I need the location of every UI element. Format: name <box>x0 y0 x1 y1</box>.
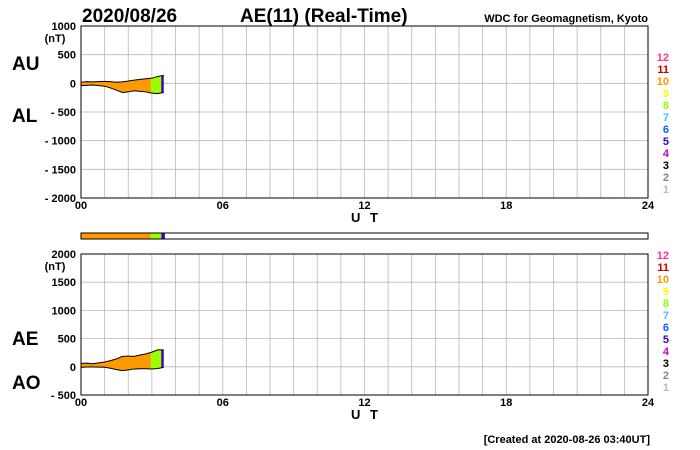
ae-label: AE <box>12 329 38 350</box>
coverage-segment <box>161 233 165 239</box>
data-area-segment <box>150 75 162 94</box>
y-tick-label: 0 <box>70 362 76 374</box>
legend-entry: 10 <box>657 274 669 286</box>
legend-entry: 9 <box>663 88 669 100</box>
y-tick-label: 2000 <box>52 249 76 261</box>
legend-entry: 10 <box>657 76 669 88</box>
x-tick-label: 06 <box>217 397 229 409</box>
x-tick-label: 18 <box>500 397 512 409</box>
legend-entry: 9 <box>663 286 669 298</box>
legend-entry: 3 <box>663 160 669 172</box>
y-tick-label: 1000 <box>52 21 76 33</box>
upper-y-ticks: 1000 500 0 - 500 - 1000 - 1500 - 2000 <box>45 21 76 205</box>
lower-y-ticks: 2000 1500 1000 500 0 - 500 <box>51 249 76 402</box>
lower-unit-label: (nT) <box>45 261 66 273</box>
legend-entry: 8 <box>663 298 669 310</box>
lower-grid <box>81 254 648 395</box>
y-tick-label: - 2000 <box>45 193 76 205</box>
al-label: AL <box>12 106 38 127</box>
upper-x-ticks: 00 06 12 18 24 <box>75 200 655 212</box>
lower-x-ticks: 00 06 12 18 24 <box>75 397 655 409</box>
legend-entry: 4 <box>663 346 670 358</box>
series-line-ae <box>80 349 164 365</box>
au-label: AU <box>12 54 39 75</box>
lower-frame <box>80 253 649 396</box>
y-tick-label: - 1000 <box>45 136 76 148</box>
legend-entry: 2 <box>663 370 669 382</box>
x-tick-label: 00 <box>75 200 87 212</box>
series-line-al <box>80 84 164 95</box>
x-tick-label: 24 <box>642 200 655 212</box>
ao-label: AO <box>12 373 41 394</box>
data-area <box>81 349 164 371</box>
x-tick-label: 24 <box>642 397 655 409</box>
y-tick-label: 500 <box>58 334 76 346</box>
lower-x-axis-label: U T <box>351 407 381 422</box>
y-tick-label: - 500 <box>51 107 76 119</box>
x-tick-label: 00 <box>75 397 87 409</box>
y-tick-label: - 500 <box>51 390 76 402</box>
created-timestamp: [Created at 2020-08-26 03:40UT] <box>484 434 651 446</box>
upper-x-axis-label: U T <box>351 210 381 225</box>
y-tick-label: 0 <box>70 78 76 90</box>
legend-entry: 11 <box>657 64 669 76</box>
data-area-segment <box>161 349 164 368</box>
legend-entry: 3 <box>663 358 669 370</box>
y-tick-label: 1500 <box>52 277 76 289</box>
upper-frame <box>80 25 649 199</box>
org-label: WDC for Geomagnetism, Kyoto <box>484 13 648 25</box>
legend-entry: 7 <box>663 112 669 124</box>
x-tick-label: 18 <box>500 200 512 212</box>
legend-entry: 6 <box>663 124 669 136</box>
coverage-segment <box>150 233 162 239</box>
y-tick-label: 500 <box>58 50 76 62</box>
x-tick-label: 12 <box>358 397 370 409</box>
data-area-segment <box>150 349 162 370</box>
legend-entry: 7 <box>663 310 669 322</box>
coverage-bar <box>80 232 649 240</box>
upper-data <box>80 74 164 95</box>
x-tick-label: 06 <box>217 200 229 212</box>
legend-entry: 1 <box>663 184 669 196</box>
legend-entry: 12 <box>657 250 669 262</box>
y-tick-label: 1000 <box>52 305 76 317</box>
chart-title: AE(11) (Real-Time) <box>240 6 408 27</box>
legend-entry: 5 <box>663 136 669 148</box>
data-area <box>81 75 164 94</box>
series-line-ao <box>80 366 164 372</box>
series-line-au <box>80 74 164 83</box>
legend-entry: 6 <box>663 322 669 334</box>
legend-entry: 2 <box>663 172 669 184</box>
lower-data <box>80 349 164 372</box>
data-area-segment <box>161 75 164 93</box>
legend-entry: 8 <box>663 100 669 112</box>
x-tick-label: 12 <box>358 200 370 212</box>
legend-entry: 11 <box>657 262 669 274</box>
upper-unit-label: (nT) <box>45 33 66 45</box>
y-tick-label: - 1500 <box>45 164 76 176</box>
date-label: 2020/08/26 <box>82 6 177 27</box>
legend-entry: 4 <box>663 148 670 160</box>
legend-entry: 12 <box>657 52 669 64</box>
legend-entry: 1 <box>663 382 669 394</box>
coverage-segment <box>81 233 151 239</box>
upper-grid <box>81 26 648 198</box>
coverage-bar-frame <box>80 232 649 240</box>
legend-entry: 5 <box>663 334 669 346</box>
